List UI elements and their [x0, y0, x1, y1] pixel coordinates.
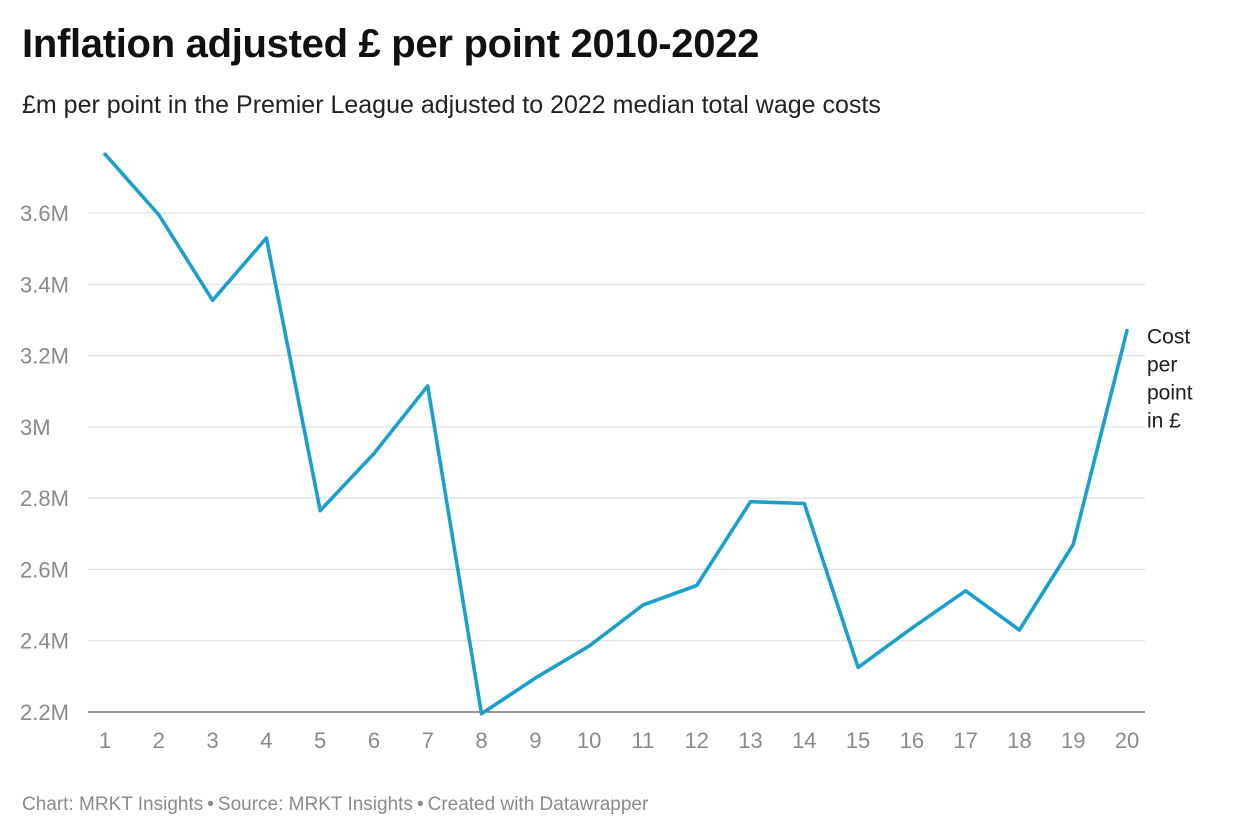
x-tick-label: 16	[900, 728, 924, 753]
data-point	[372, 451, 376, 456]
y-tick-label: 3.6M	[20, 201, 69, 226]
x-tick-label: 13	[738, 728, 762, 753]
footer-created-with: Created with Datawrapper	[427, 794, 649, 815]
data-point	[157, 213, 161, 217]
footer-source: Source: MRKT Insights	[217, 794, 413, 815]
data-point	[1017, 628, 1022, 632]
data-point	[210, 298, 215, 302]
series-label-line: in £	[1147, 410, 1181, 433]
x-tick-label: 18	[1007, 728, 1031, 753]
data-point	[1125, 329, 1129, 333]
series-label: Cost per point in £	[1147, 326, 1193, 433]
data-point	[587, 644, 591, 648]
footer-chart-credit: Chart: MRKT Insights	[22, 794, 204, 815]
x-tick-label: 5	[314, 728, 326, 753]
series-line	[103, 152, 1129, 716]
data-point	[318, 509, 322, 513]
y-tick-label: 3.4M	[20, 272, 69, 297]
chart-footer: Chart: MRKT Insights • Source: MRKT Insigh…	[22, 794, 648, 816]
series-label-line: Cost	[1147, 326, 1190, 349]
data-point	[426, 384, 430, 388]
y-tick-label: 2.4M	[20, 629, 69, 654]
series-line-group	[103, 152, 1129, 716]
x-tick-label: 9	[529, 728, 541, 753]
x-tick-label: 20	[1115, 728, 1139, 753]
data-point	[1071, 542, 1075, 547]
data-point	[856, 665, 860, 670]
y-tick-label: 2.2M	[20, 700, 69, 725]
x-axis-ticks: 1 2 3 4 5 6 7 8 9 10 11 12 13 14 15 16 17 18 19 20	[99, 728, 1139, 753]
data-point	[802, 501, 806, 506]
data-point	[964, 589, 968, 593]
y-tick-label: 2.8M	[20, 486, 69, 511]
series-label-line: per	[1147, 354, 1177, 377]
footer-separator: •	[416, 794, 424, 815]
x-tick-label: 4	[260, 728, 272, 753]
y-tick-label: 3M	[20, 415, 51, 440]
series-label-line: point	[1147, 382, 1193, 405]
series-label-group: Cost per point in £	[1147, 326, 1193, 433]
y-tick-label: 3.2M	[20, 344, 69, 369]
data-point	[264, 236, 268, 240]
data-point	[748, 500, 753, 504]
x-tick-label: 8	[475, 728, 487, 753]
data-point	[695, 583, 699, 588]
x-tick-label: 2	[153, 728, 165, 753]
chart-subtitle: £m per point in the Premier League adjus…	[22, 91, 881, 119]
x-tick-label: 17	[953, 728, 977, 753]
data-point	[910, 626, 914, 630]
gridlines	[88, 212, 1145, 713]
x-tick-label: 6	[368, 728, 380, 753]
x-tick-label: 3	[206, 728, 218, 753]
x-tick-label: 10	[577, 728, 601, 753]
x-tick-label: 11	[631, 728, 654, 753]
y-tick-label: 2.6M	[20, 557, 69, 582]
x-tick-label: 15	[846, 728, 870, 753]
data-point	[479, 712, 484, 716]
footer-separator: •	[207, 794, 214, 815]
x-tick-label: 14	[792, 728, 816, 753]
y-axis-ticks: 2.2M 2.4M 2.6M 2.8M 3M 3.2M 3.4M 3.6M	[20, 201, 69, 725]
x-tick-label: 1	[99, 728, 111, 753]
data-point	[533, 676, 537, 680]
x-tick-label: 19	[1061, 728, 1085, 753]
x-tick-label: 12	[684, 728, 708, 753]
chart-title: Inflation adjusted £ per point 2010-2022	[22, 22, 760, 66]
data-point	[641, 603, 645, 607]
data-point	[103, 152, 107, 156]
x-tick-label: 7	[422, 728, 434, 753]
